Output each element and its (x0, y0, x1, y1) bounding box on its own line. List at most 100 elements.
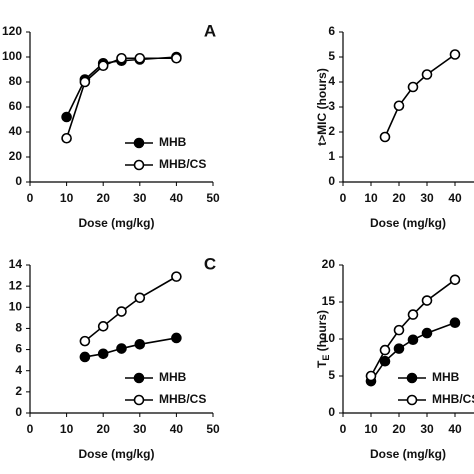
y-tick-label: 2 (328, 124, 335, 138)
y-tick-label: 0 (328, 174, 335, 188)
panel-label: C (204, 254, 216, 273)
y-tick-label: 5 (328, 49, 335, 63)
y-tick-label: 4 (328, 74, 335, 88)
marker (79, 351, 91, 363)
y-tick-label: 10 (322, 331, 336, 345)
y-tick-label: 0 (15, 405, 22, 419)
marker (116, 52, 127, 64)
y-tick-label: 2 (15, 384, 22, 398)
marker (116, 343, 127, 354)
y-axis-label-sub: E (321, 355, 331, 361)
x-tick-label: 0 (340, 191, 347, 205)
marker (61, 111, 72, 123)
y-tick-label: 0 (328, 405, 335, 419)
y-tick-label: 20 (322, 257, 336, 271)
marker (407, 334, 419, 346)
marker (449, 49, 461, 60)
y-axis-label: t>MIC (hours) (315, 68, 329, 146)
marker (79, 335, 91, 347)
marker (421, 327, 433, 339)
y-tick-label: 6 (328, 24, 335, 38)
marker (379, 355, 391, 367)
x-tick-label: 0 (340, 422, 347, 436)
marker (449, 274, 461, 286)
marker (379, 131, 391, 143)
marker (421, 295, 433, 306)
y-tick-label: 80 (9, 74, 23, 88)
y-tick-label: 120 (2, 24, 22, 38)
series-line (384, 53, 456, 138)
x-tick-label: 0 (27, 191, 34, 205)
series-line (65, 57, 177, 139)
y-tick-label: 20 (9, 149, 23, 163)
marker (393, 100, 405, 112)
x-axis-label: Dose (mg/kg) (78, 447, 154, 461)
x-tick-label: 10 (364, 422, 378, 436)
y-tick-label: 8 (15, 321, 22, 335)
x-tick-label: 30 (133, 191, 147, 205)
marker (97, 60, 109, 72)
x-tick-label: 10 (364, 191, 378, 205)
y-axis-label-main: T (315, 360, 329, 368)
legend-label: MHB/CS (159, 392, 206, 406)
y-tick-label: 12 (9, 278, 23, 292)
y-tick-label: 15 (322, 294, 336, 308)
marker (407, 309, 419, 320)
y-tick-label: 10 (9, 299, 23, 313)
x-tick-label: 40 (448, 191, 462, 205)
y-tick-label: 100 (2, 49, 22, 63)
marker (393, 343, 405, 354)
marker (393, 324, 405, 336)
marker (116, 306, 127, 317)
legend-marker (406, 394, 418, 406)
x-tick-label: 10 (60, 422, 74, 436)
marker (449, 317, 461, 329)
legend-label: MHB (432, 370, 460, 384)
y-tick-label: 4 (15, 363, 22, 377)
x-tick-label: 30 (420, 422, 434, 436)
legend-marker (133, 372, 145, 384)
legend-marker (133, 137, 145, 149)
legend-marker (406, 372, 418, 384)
x-tick-label: 30 (420, 191, 434, 205)
x-axis-label: Dose (mg/kg) (370, 216, 446, 230)
y-tick-label: 40 (9, 124, 23, 138)
y-tick-label: 6 (15, 342, 22, 356)
x-axis-label: Dose (mg/kg) (78, 216, 154, 230)
y-axis-label: TE (hours) (315, 310, 331, 368)
marker (97, 348, 109, 360)
legend-label: MHB/CS (159, 157, 206, 171)
series-line (84, 275, 177, 342)
x-tick-label: 20 (392, 422, 406, 436)
marker (365, 370, 377, 382)
y-tick-label: 5 (328, 368, 335, 382)
legend-marker (133, 394, 145, 406)
x-axis-label: Dose (mg/kg) (370, 447, 446, 461)
y-axis-label-rest: (hours) (315, 310, 329, 355)
y-tick-label: 1 (328, 149, 335, 163)
x-tick-label: 40 (448, 422, 462, 436)
marker (171, 52, 182, 64)
x-tick-label: 40 (170, 422, 184, 436)
marker (171, 271, 182, 282)
marker (79, 76, 91, 88)
y-tick-label: 3 (328, 99, 335, 113)
y-tick-label: 60 (9, 99, 23, 113)
y-tick-label: 0 (15, 174, 22, 188)
legend-marker (133, 159, 145, 171)
x-tick-label: 40 (170, 191, 184, 205)
legend-label: MHB (159, 370, 187, 384)
marker (171, 332, 182, 344)
y-tick-label: 14 (9, 257, 23, 271)
marker (134, 338, 146, 350)
panel-label: A (204, 21, 216, 40)
x-tick-label: 10 (60, 191, 74, 205)
x-tick-label: 20 (392, 191, 406, 205)
marker (134, 52, 146, 64)
x-tick-label: 50 (206, 422, 220, 436)
marker (407, 81, 419, 93)
marker (134, 292, 146, 304)
x-tick-label: 30 (133, 422, 147, 436)
